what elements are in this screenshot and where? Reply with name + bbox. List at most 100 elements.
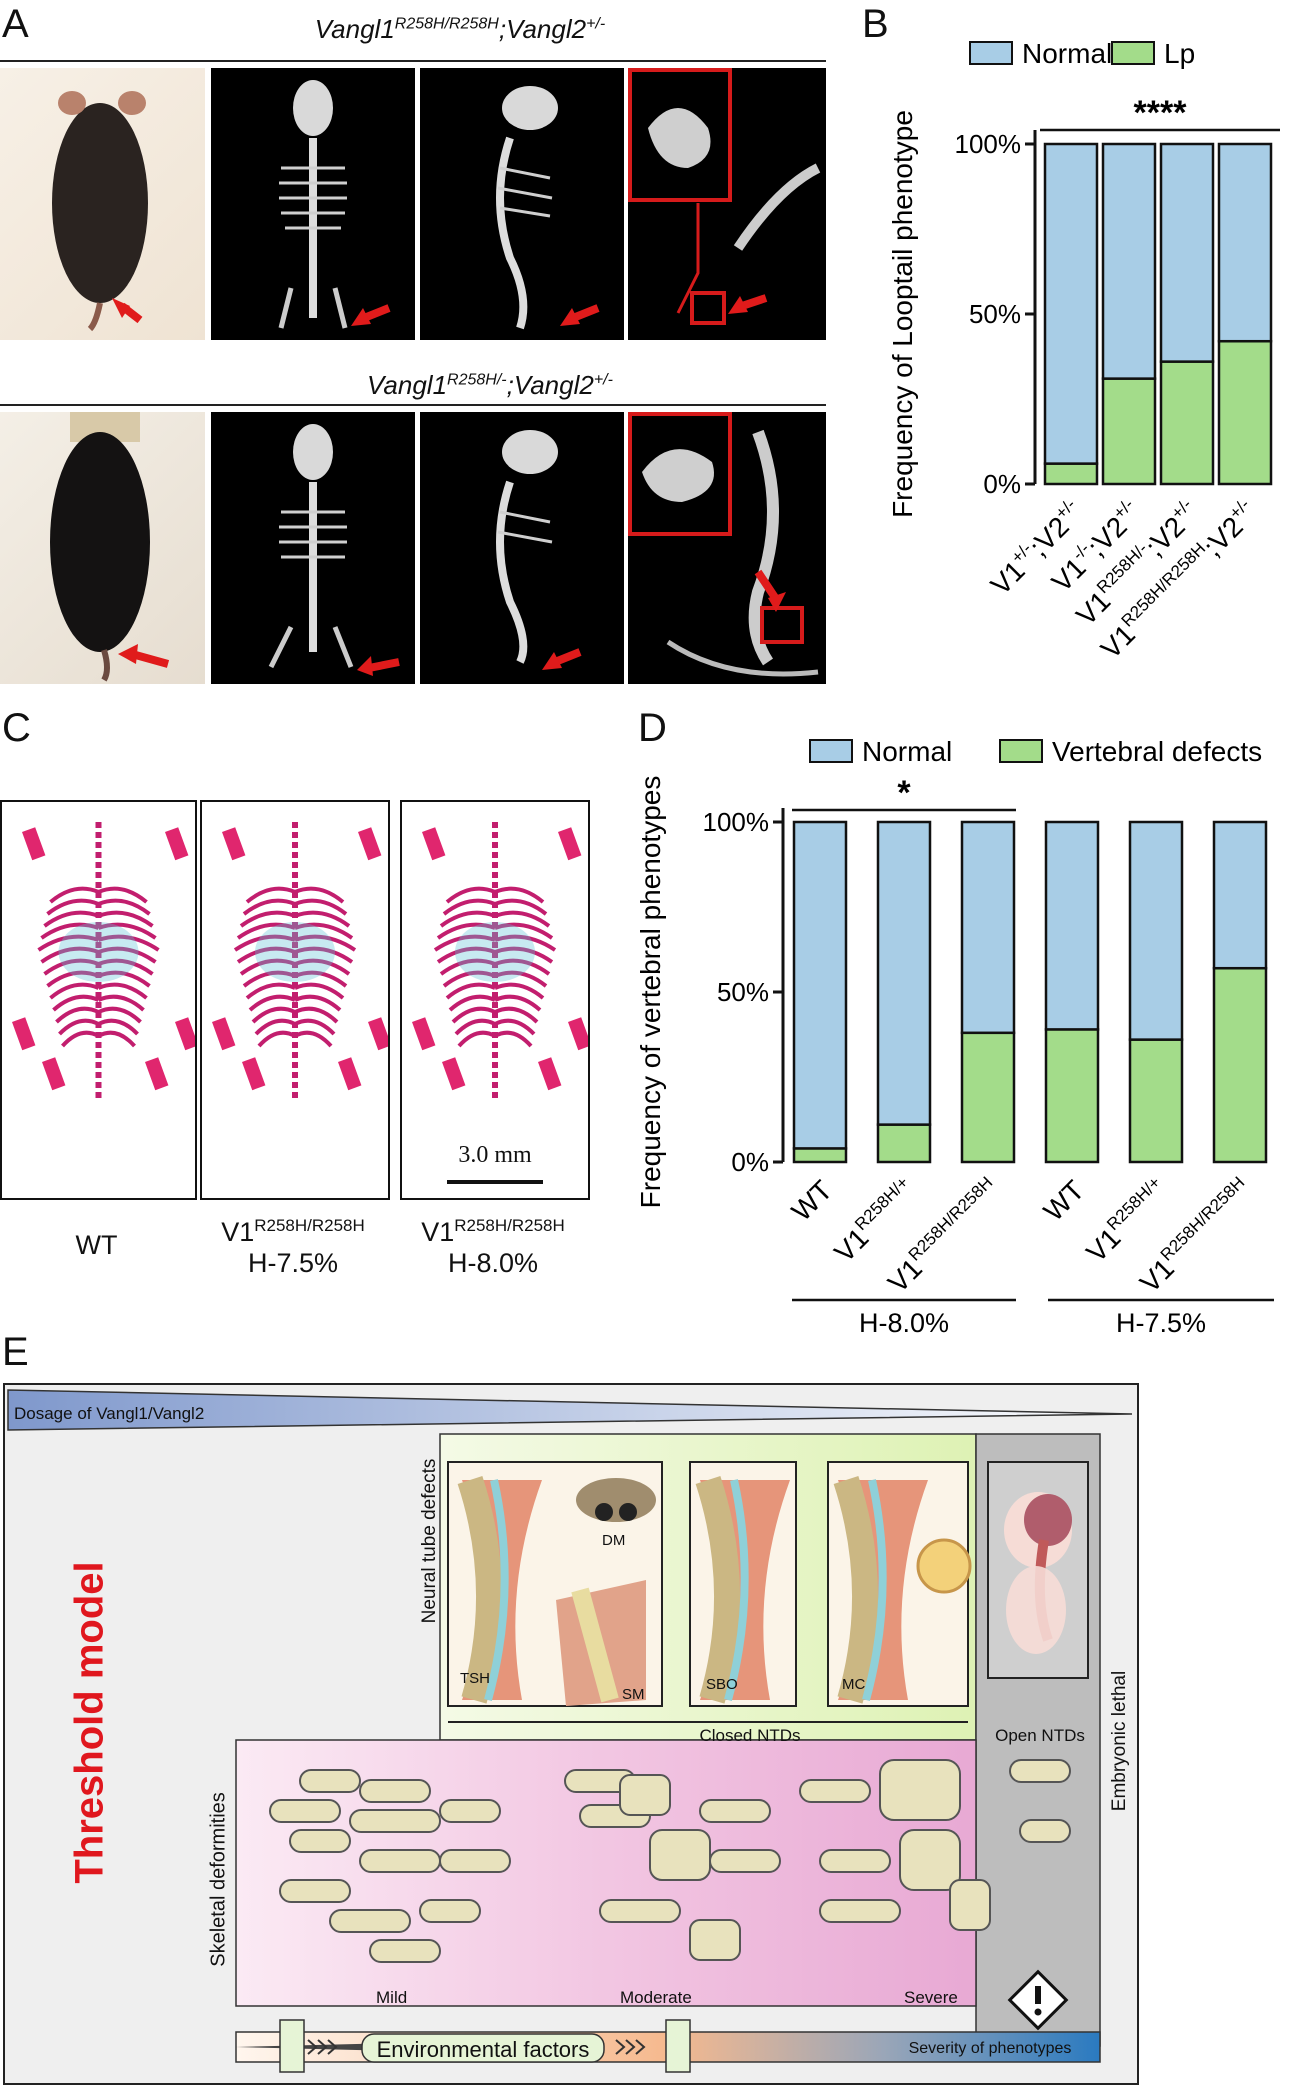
bar-normal <box>960 820 1016 1035</box>
ct-scan-lateral <box>420 68 624 340</box>
rib <box>251 1006 296 1024</box>
embryonic-lethal-label: Embryonic lethal <box>1109 1670 1130 1812</box>
cartilage <box>455 922 535 982</box>
skeleton-stain-h80: 3.0 mm <box>400 800 590 1200</box>
rib <box>43 958 100 976</box>
rib <box>97 898 151 916</box>
rib <box>97 958 154 976</box>
rib <box>494 958 551 976</box>
rib <box>97 1006 142 1024</box>
rib <box>294 1006 339 1024</box>
rib <box>439 958 496 976</box>
sample-label-h80: V1R258H/R258H H-8.0% <box>421 1216 565 1278</box>
rib <box>294 934 357 952</box>
ct-scan-tail-zoom <box>628 412 826 684</box>
panel-label-d: D <box>638 706 667 750</box>
ct-scan-dorsal <box>211 412 415 684</box>
rib <box>494 1018 536 1036</box>
legend-entry: Normal <box>862 736 952 767</box>
tag-sbo: SBO <box>706 1676 738 1693</box>
rib <box>494 982 545 1000</box>
rib <box>43 910 100 928</box>
legend-swatch <box>999 739 1043 763</box>
panel-label-b: B <box>862 2 889 46</box>
y-tick-label: 0% <box>983 469 1021 499</box>
rib <box>494 970 548 988</box>
legend-entry: Vertebral defects <box>1052 736 1262 767</box>
group-label: H-7.5% <box>1116 1308 1206 1338</box>
legend-swatch <box>969 41 1013 65</box>
bar-normal <box>1044 820 1100 1031</box>
scale-bar-label: 3.0 mm <box>458 1142 532 1168</box>
rib <box>294 946 354 964</box>
y-tick-label: 50% <box>969 299 1021 329</box>
rib <box>97 922 157 940</box>
rib <box>294 982 345 1000</box>
rib <box>46 970 100 988</box>
mouse-photo <box>0 68 205 340</box>
threshold-model-title: Threshold model <box>67 1561 112 1884</box>
scale-bar <box>447 1180 543 1184</box>
limb-bone <box>358 827 382 861</box>
rib <box>52 994 100 1012</box>
group-label: H-8.0% <box>859 1308 949 1338</box>
rib <box>454 1018 496 1036</box>
limb-bone <box>558 827 582 861</box>
limb-bone <box>568 1017 588 1051</box>
rib <box>97 910 154 928</box>
significance-marker: * <box>897 774 911 812</box>
rib <box>448 994 496 1012</box>
panel-label-e: E <box>2 1330 29 1374</box>
rib <box>436 922 496 940</box>
bar-normal <box>876 820 932 1126</box>
rib <box>97 946 157 964</box>
limb-bone <box>242 1057 266 1091</box>
divider <box>0 404 826 406</box>
rib <box>97 982 148 1000</box>
significance-marker: **** <box>1134 94 1188 132</box>
bar-vertebral-defects <box>960 1031 1016 1164</box>
rib <box>494 922 554 940</box>
ct-scan-tail-zoom <box>628 68 826 340</box>
rib <box>294 994 342 1012</box>
severity-of-phenotypes-label: Severity of phenotypes <box>908 2040 1072 2057</box>
rib <box>451 1006 496 1024</box>
rib <box>46 898 100 916</box>
limb-bone <box>441 1057 466 1091</box>
rib <box>294 922 354 940</box>
rib <box>248 994 296 1012</box>
bar-normal <box>1159 142 1215 363</box>
rib <box>439 910 496 928</box>
bar-lp <box>1043 462 1099 486</box>
skeletal-deformities-label: Skeletal deformities <box>207 1792 230 1967</box>
rib <box>433 934 496 952</box>
y-axis-label: Frequency of Looptail phenotype <box>887 110 918 518</box>
rib <box>445 886 496 904</box>
bar-normal <box>1217 142 1273 343</box>
rib <box>97 970 151 988</box>
neural-tube-defects-label: Neural tube defects <box>419 1458 440 1624</box>
rib <box>236 922 296 940</box>
severity-mild: Mild <box>376 1988 408 2007</box>
rib <box>242 898 296 916</box>
rib <box>494 886 545 904</box>
limb-bone <box>412 1017 436 1051</box>
rib <box>436 946 496 964</box>
bar-vertebral-defects <box>1212 966 1268 1164</box>
severity-moderate: Moderate <box>620 1988 692 2007</box>
rib <box>294 886 345 904</box>
cartilage <box>58 922 139 982</box>
rib <box>245 886 296 904</box>
rib <box>97 1030 136 1048</box>
cartilage <box>255 922 335 982</box>
severity-severe: Severe <box>904 1988 958 2007</box>
panel-label-c: C <box>2 706 31 750</box>
limb-bone <box>222 827 246 861</box>
rib <box>97 1018 139 1036</box>
chart-b: 0% 50% 100% Frequency of Looptail phenotype… <box>887 40 1280 665</box>
sample-label-h75: V1R258H/R258H H-7.5% <box>221 1216 365 1278</box>
bar-normal <box>1212 820 1268 970</box>
ct-scan-dorsal <box>211 68 415 340</box>
threshold-model-diagram <box>3 1383 1139 2085</box>
rib <box>442 970 496 988</box>
